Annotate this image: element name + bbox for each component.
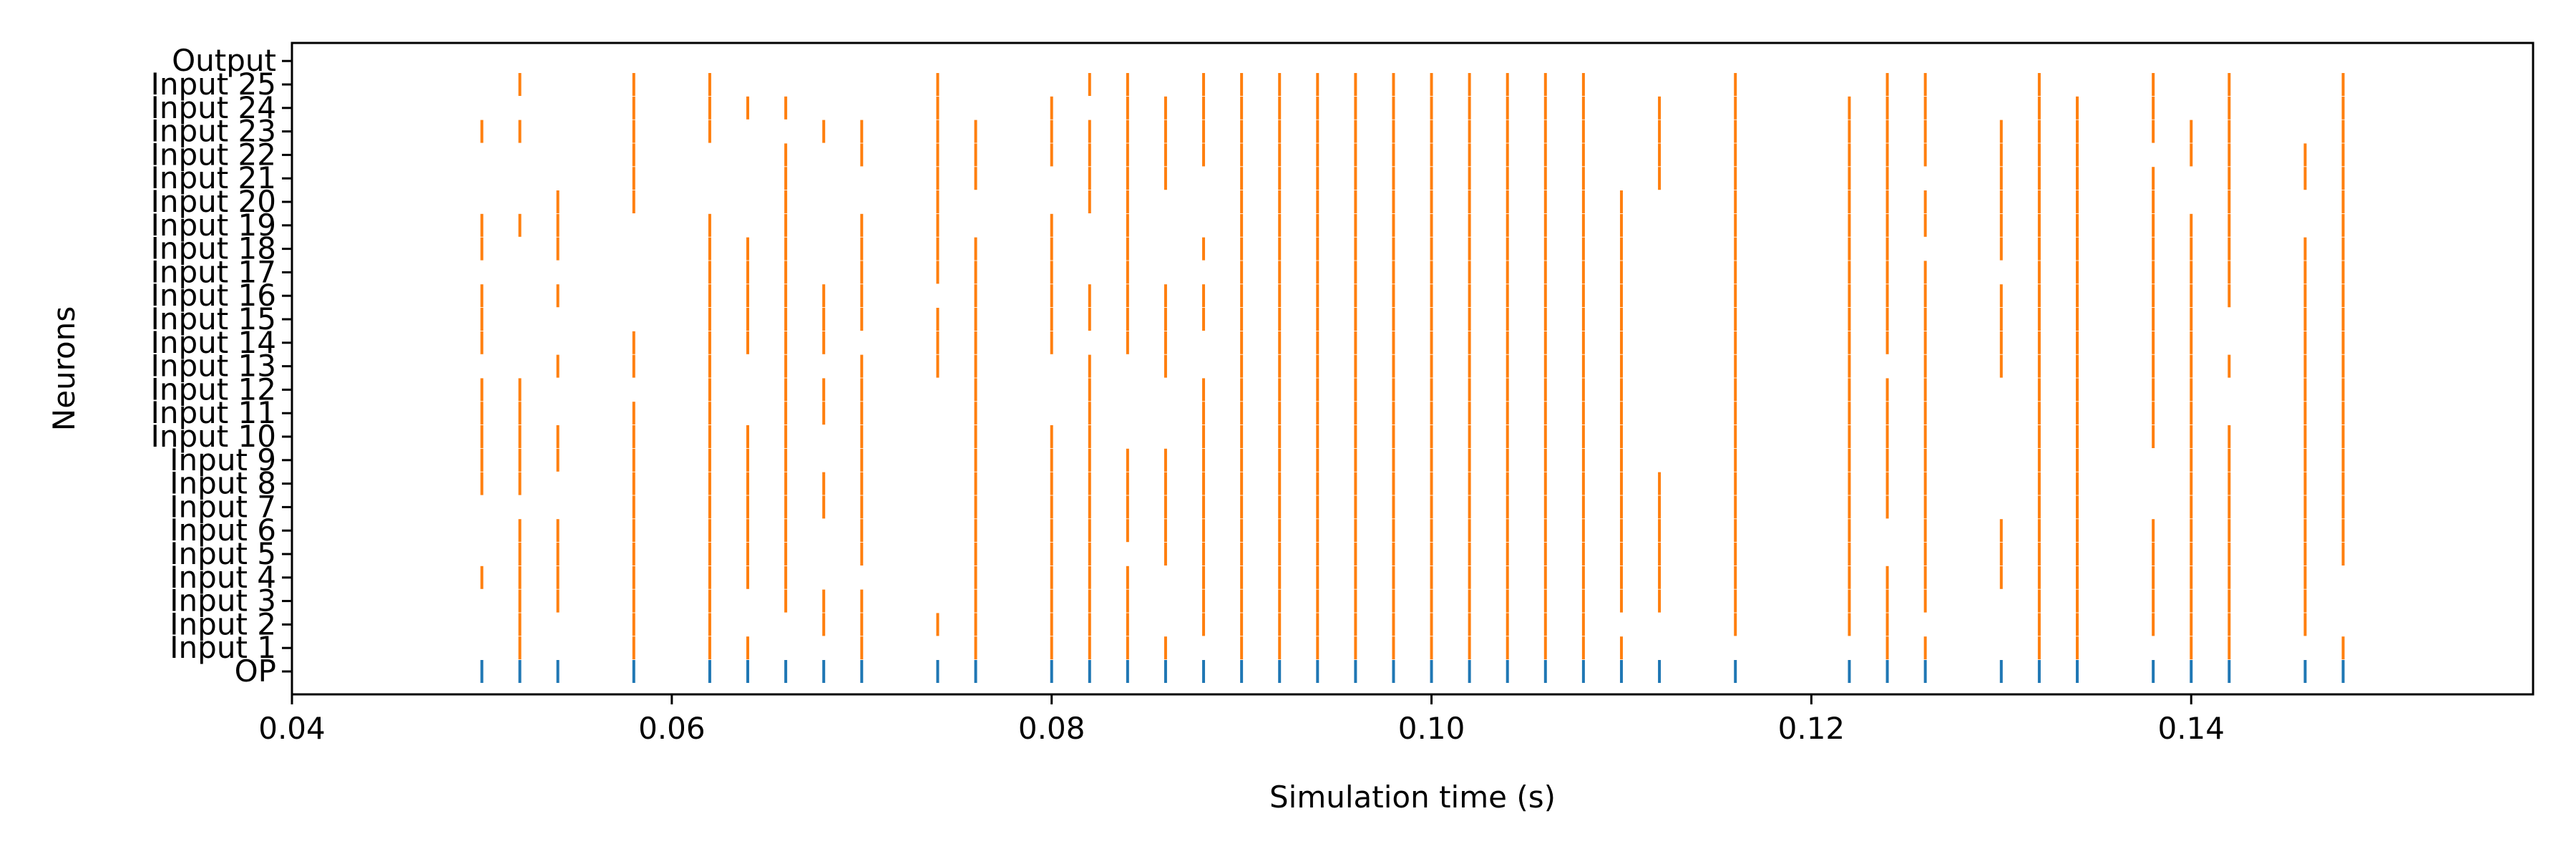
y-tick-label-6: Input 6 bbox=[170, 513, 276, 548]
y-tick-label-15: Input 15 bbox=[150, 301, 276, 336]
y-tick-label-11: Input 11 bbox=[150, 395, 276, 430]
y-axis-label: Neurons bbox=[47, 306, 82, 431]
y-tick-label-23: Input 23 bbox=[150, 114, 276, 149]
y-tick-label-4: Input 4 bbox=[170, 560, 276, 595]
plot-frame bbox=[291, 42, 2534, 696]
x-tick-label-2: 0.08 bbox=[1018, 711, 1085, 746]
y-tick-label-13: Input 13 bbox=[150, 349, 276, 384]
y-tick-label-24: Input 24 bbox=[150, 90, 276, 125]
x-axis-label: Simulation time (s) bbox=[1269, 780, 1556, 815]
y-tick-label-20: Input 20 bbox=[150, 184, 276, 219]
x-tick-label-4: 0.12 bbox=[1778, 711, 1845, 746]
x-tick-label-5: 0.14 bbox=[2157, 711, 2225, 746]
y-tick-label-5: Input 5 bbox=[170, 536, 276, 571]
spike-marks bbox=[480, 73, 2345, 683]
y-tick-label-3: Input 3 bbox=[170, 583, 276, 618]
y-tick-label-1: Input 1 bbox=[170, 630, 276, 665]
y-tick-label-10: Input 10 bbox=[150, 419, 276, 454]
y-tick-label-26: Output bbox=[172, 43, 276, 78]
x-tick-label-0: 0.04 bbox=[258, 711, 326, 746]
y-tick-label-16: Input 16 bbox=[150, 278, 276, 313]
y-tick-label-19: Input 19 bbox=[150, 208, 276, 243]
y-tick-label-21: Input 21 bbox=[150, 160, 276, 195]
y-tick-label-17: Input 17 bbox=[150, 254, 276, 289]
y-tick-label-18: Input 18 bbox=[150, 231, 276, 266]
y-tick-label-25: Input 25 bbox=[150, 67, 276, 102]
x-axis: 0.04 0.06 0.08 0.10 0.12 0.14 bbox=[258, 694, 2225, 746]
y-tick-label-14: Input 14 bbox=[150, 325, 276, 360]
y-tick-label-8: Input 8 bbox=[170, 466, 276, 501]
y-tick-label-22: Input 22 bbox=[150, 137, 276, 172]
y-tick-label-7: Input 7 bbox=[170, 489, 276, 524]
y-tick-label-12: Input 12 bbox=[150, 372, 276, 407]
y-tick-label-9: Input 9 bbox=[170, 442, 276, 477]
x-tick-label-1: 0.06 bbox=[638, 711, 706, 746]
y-tick-label-0: OP bbox=[235, 654, 276, 689]
y-tick-label-2: Input 2 bbox=[170, 606, 276, 641]
x-tick-label-3: 0.10 bbox=[1398, 711, 1465, 746]
